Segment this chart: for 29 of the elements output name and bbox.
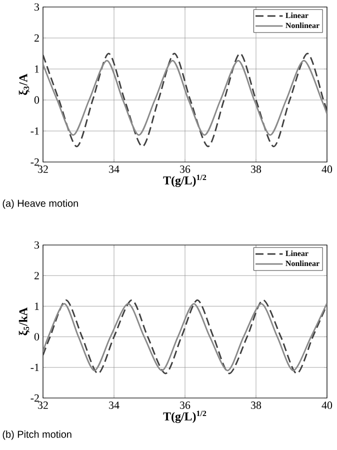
y-tick-label: -1 (30, 364, 39, 372)
y-tick-label: 0 (34, 96, 40, 104)
y-tick-label: 2 (34, 272, 39, 280)
x-tick-label: 34 (109, 402, 120, 409)
x-tick-label: 38 (251, 402, 262, 409)
x-tick-label: 38 (251, 166, 262, 173)
y-tick-label: 2 (34, 34, 39, 42)
y-tick-label: 1 (34, 65, 39, 73)
x-tick-label: 32 (38, 166, 48, 173)
x-tick-label: 32 (38, 402, 48, 409)
y-tick-label: 1 (34, 302, 39, 310)
y-tick-label: 3 (34, 3, 40, 11)
x-tick-label: 40 (322, 402, 332, 409)
y-tick-label: -2 (30, 158, 39, 166)
y-tick-label: -2 (30, 394, 39, 402)
x-tick-label: 36 (180, 166, 190, 173)
x-axis-title: T(g/L)$^{1/2}$ (163, 174, 206, 188)
text: (b) Pitch motion (2, 430, 72, 440)
y-axis-title: ξ$_{5}$/kA (18, 307, 30, 336)
x-tick-label: 34 (109, 166, 120, 173)
x-axis-title: T(g/L)$^{1/2}$ (163, 410, 206, 424)
x-tick-label: 40 (322, 166, 332, 173)
x-tick-label: 36 (180, 402, 190, 409)
line-series (43, 52, 327, 148)
y-tick-label: 0 (34, 333, 40, 340)
text: (a) Heave motion (2, 200, 78, 209)
y-axis-title: ξ$_{3}$/A (18, 74, 30, 95)
y-tick-label: -1 (30, 127, 39, 135)
y-tick-label: 3 (34, 241, 40, 249)
